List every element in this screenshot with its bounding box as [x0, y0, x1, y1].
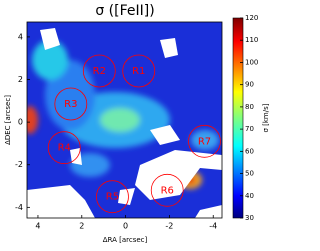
y-tick-label: -2 — [15, 160, 23, 169]
y-axis-label: ΔDEC [arcsec] — [4, 95, 12, 145]
region-circle — [47, 131, 81, 165]
colorbar-tick-label: 60 — [245, 147, 254, 155]
region-label: R5 — [106, 192, 119, 203]
region-label: R2 — [93, 66, 106, 77]
chart: σ ([FeII]) ΔRA [arcsec] ΔDEC [arcsec] σ … — [4, 3, 270, 244]
x-tick-label: 0 — [123, 222, 128, 231]
plot-frame — [26, 21, 223, 219]
colorbar-tick-label: 90 — [245, 81, 254, 89]
region-circle — [96, 180, 129, 214]
region-label: R4 — [58, 143, 71, 154]
chart-title: σ ([FeII]) — [95, 3, 154, 19]
colorbar-label: σ [km/s] — [262, 103, 270, 132]
x-tick-label: 2 — [79, 222, 84, 231]
colorbar-tick-label: 50 — [245, 170, 254, 178]
region-circle — [150, 173, 184, 207]
colorbar-tick-label: 100 — [245, 58, 258, 66]
region-label: R6 — [161, 185, 174, 196]
colorbar-tick-label: 40 — [245, 192, 254, 200]
x-axis-label: ΔRA [arcsec] — [103, 236, 148, 244]
region-circle — [54, 87, 88, 121]
region-label: R7 — [198, 136, 211, 147]
map-image — [27, 22, 222, 218]
region-circle — [82, 54, 116, 88]
y-tick-label: 2 — [18, 75, 23, 84]
region-label: R3 — [64, 99, 77, 110]
region-circle — [188, 124, 221, 158]
y-tick-label: 4 — [18, 32, 23, 41]
x-tick-label: -2 — [165, 222, 173, 231]
region-circle — [122, 54, 156, 88]
colorbar-tick-label: 110 — [245, 36, 258, 44]
region-label: R1 — [132, 66, 145, 77]
x-tick-label: -4 — [209, 222, 217, 231]
colorbar-tick-label: 30 — [245, 214, 254, 222]
y-tick-label: 0 — [18, 118, 23, 127]
colorbar-tick-label: 70 — [245, 125, 254, 133]
y-tick-label: -4 — [15, 203, 23, 212]
colorbar-tick-label: 120 — [245, 14, 258, 22]
x-tick-label: 4 — [35, 222, 40, 231]
colorbar-tick-label: 80 — [245, 103, 254, 111]
colorbar — [232, 17, 244, 219]
